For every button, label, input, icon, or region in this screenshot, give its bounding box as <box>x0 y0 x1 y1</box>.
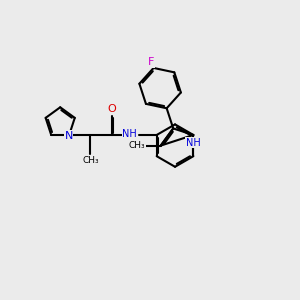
Text: CH₃: CH₃ <box>82 156 99 165</box>
Text: F: F <box>148 57 154 67</box>
Text: NH: NH <box>122 129 137 140</box>
Text: NH: NH <box>186 138 201 148</box>
Text: CH₃: CH₃ <box>129 141 146 150</box>
Text: N: N <box>64 130 73 141</box>
Text: O: O <box>107 104 116 114</box>
